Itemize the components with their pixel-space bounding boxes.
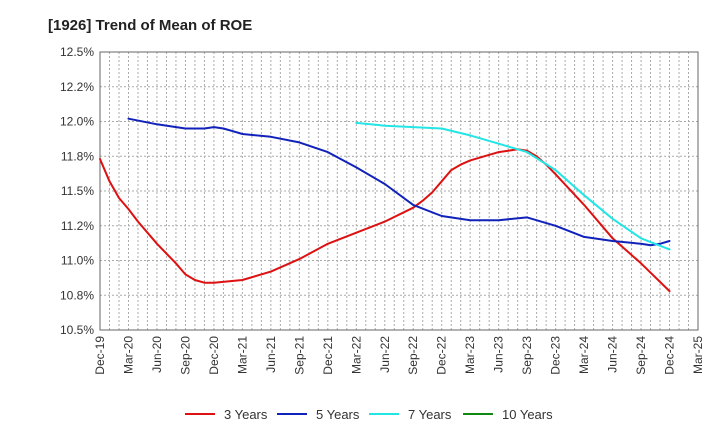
y-axis: 10.5% 10.8% 11.0% 11.2% 11.5% 11.8% 12.0% 12.2%… [60,45,94,337]
x-tick-label: Sep-21 [292,336,306,375]
y-tick-label: 12.0% [60,115,94,129]
x-tick-label: Mar-21 [235,336,249,374]
x-tick-label: Sep-23 [520,336,534,375]
x-tick-label: Mar-25 [691,336,705,374]
x-tick-label: Sep-22 [406,336,420,375]
x-tick-label: Mar-24 [577,336,591,374]
chart-title: [1926] Trend of Mean of ROE [48,17,252,34]
series-line-5-years [127,117,671,247]
x-tick-label: Mar-20 [121,336,135,374]
x-tick-label: Jun-20 [150,336,164,373]
x-tick-label: Dec-22 [435,336,449,375]
legend-label: 5 Years [316,407,360,422]
legend-label: 10 Years [502,407,553,422]
plot-border [99,51,699,331]
x-tick-label: Dec-20 [207,336,221,375]
legend-label: 3 Years [224,407,268,422]
series-group [99,117,671,293]
x-tick-label: Dec-24 [663,336,677,375]
x-tick-label: Mar-23 [463,336,477,374]
x-tick-label: Mar-22 [349,336,363,374]
x-tick-label: Jun-23 [492,336,506,373]
x-tick-label: Dec-19 [93,336,107,375]
y-tick-label: 10.8% [60,288,94,302]
y-tick-label: 11.0% [61,254,94,268]
y-tick-label: 10.5% [60,323,94,337]
legend-label: 7 Years [408,407,452,422]
x-tick-label: Sep-24 [634,336,648,375]
y-tick-label: 11.2% [61,219,94,233]
x-tick-label: Dec-21 [321,336,335,375]
plot-area [100,52,698,330]
y-tick-label: 11.5% [61,184,94,198]
x-axis: Dec-19 Mar-20 Jun-20 Sep-20 Dec-20 Mar-21 Jun-… [93,336,705,375]
x-tick-label: Jun-21 [264,336,278,373]
x-tick-label: Dec-23 [549,336,563,375]
y-tick-label: 11.8% [61,149,94,163]
x-tick-label: Jun-22 [378,336,392,373]
legend: 3 Years 5 Years 7 Years 10 Years [185,407,553,422]
y-tick-label: 12.2% [60,80,94,94]
series-line-3-years [99,148,671,293]
series-line-7-years [355,121,671,251]
x-tick-label: Sep-20 [178,336,192,375]
x-tick-label: Jun-24 [606,336,620,373]
y-tick-label: 12.5% [60,45,94,59]
